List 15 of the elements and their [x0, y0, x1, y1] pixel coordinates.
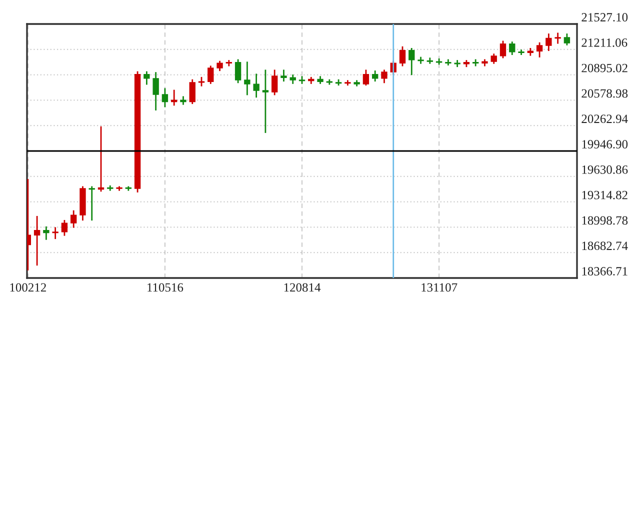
y-tick-label: 20895.02	[582, 64, 628, 72]
x-tick-label: 110516	[148, 283, 184, 292]
x-tick-label: 131107	[422, 283, 458, 292]
y-tick-label: 20262.94	[582, 114, 628, 124]
y-tick-label: 18998.78	[582, 216, 628, 225]
y-tick-label: 18366.71	[582, 267, 628, 276]
y-tick-label: 19946.90	[582, 140, 628, 149]
y-tick-label: 20578.98	[582, 89, 628, 98]
x-tick-label: 100212	[10, 283, 46, 292]
x-tick-label: 120814	[284, 283, 321, 292]
y-tick-label: 21211.06	[582, 38, 628, 47]
y-tick-label: 19630.86	[582, 165, 628, 174]
y-tick-label: 19314.82	[582, 190, 628, 200]
y-tick-label: 21527.10	[582, 13, 628, 22]
y-tick-label: 18682.74	[582, 242, 628, 250]
